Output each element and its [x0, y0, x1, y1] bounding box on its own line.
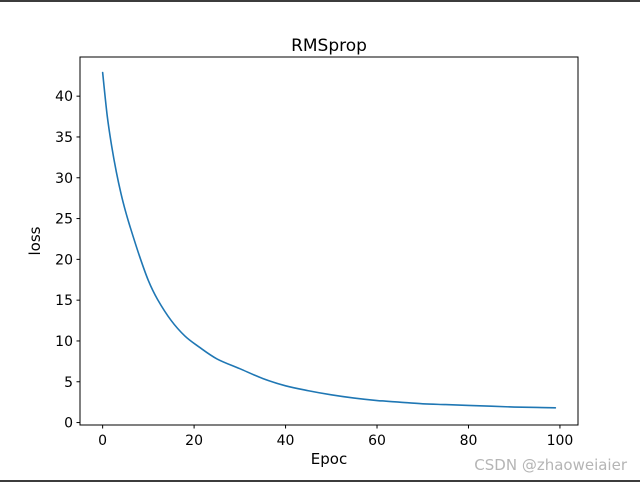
y-axis-label: loss	[26, 226, 44, 255]
y-tick-label: 40	[55, 89, 73, 105]
series-group	[101, 71, 557, 409]
loss-curve	[101, 71, 557, 409]
y-axis-ticks: 0 5 10 15 20 25 30 35 40	[55, 89, 80, 432]
x-tick-label: 40	[277, 433, 295, 449]
watermark: CSDN @zhaoweiaier	[474, 456, 628, 474]
x-tick-label: 100	[547, 433, 574, 449]
y-tick-label: 5	[64, 375, 73, 391]
x-tick-label: 20	[185, 433, 203, 449]
x-tick-label: 60	[368, 433, 386, 449]
y-tick-label: 30	[55, 171, 73, 187]
y-tick-label: 35	[55, 130, 73, 146]
x-tick-label: 80	[460, 433, 478, 449]
x-axis-label: Epoc	[311, 450, 347, 468]
chart-title: RMSprop	[291, 36, 367, 56]
screenshot-border-top	[0, 0, 640, 2]
plot-frame	[79, 56, 579, 426]
x-tick-label: 0	[98, 433, 107, 449]
y-tick-label: 0	[64, 416, 73, 432]
y-tick-label: 25	[55, 212, 73, 228]
screenshot-border-bottom	[0, 480, 640, 482]
y-tick-label: 10	[55, 334, 73, 350]
x-axis-ticks: 0 20 40 60 80 100	[98, 425, 573, 449]
y-tick-label: 15	[55, 293, 73, 309]
y-tick-label: 20	[55, 252, 73, 268]
